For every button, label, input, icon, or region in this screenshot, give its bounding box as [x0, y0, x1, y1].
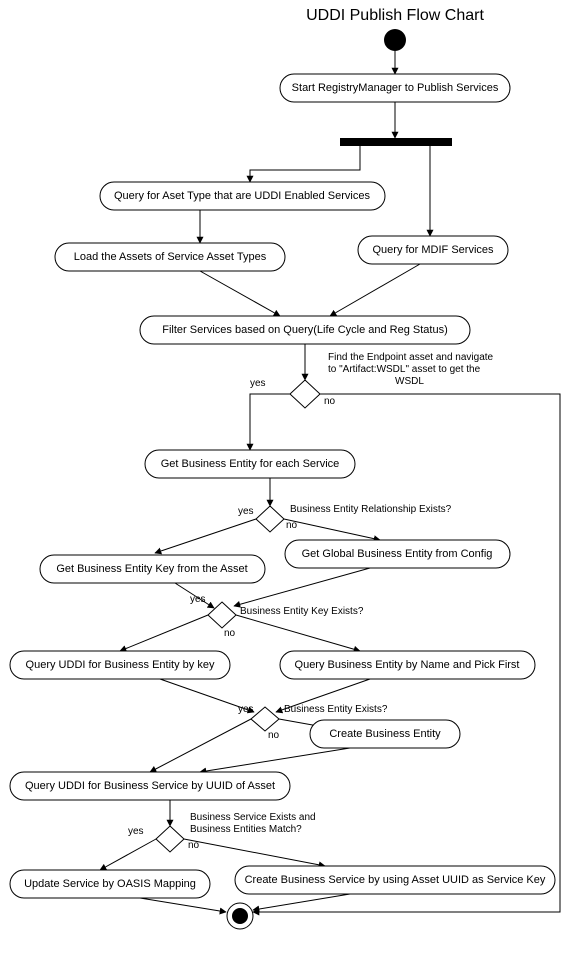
node-label: Query for MDIF Services	[372, 244, 494, 256]
decision-yes-label: yes	[238, 506, 254, 517]
node-label: Query Business Entity by Name and Pick F…	[295, 659, 520, 671]
node-update-service: Update Service by OASIS Mapping	[10, 870, 210, 898]
node-label: Query for Aset Type that are UDDI Enable…	[114, 190, 370, 202]
decision-yes-label: yes	[250, 378, 266, 389]
end-node	[227, 903, 253, 929]
node-label: Get Global Business Entity from Config	[302, 548, 493, 560]
edge	[236, 615, 360, 651]
decision-annotation: Find the Endpoint asset and navigate	[328, 352, 494, 363]
node-query-asset-type: Query for Aset Type that are UDDI Enable…	[100, 182, 385, 210]
node-label: Get Business Entity Key from the Asset	[56, 563, 247, 575]
decision-be-relationship	[256, 506, 284, 532]
node-query-be-by-key: Query UDDI for Business Entity by key	[10, 651, 230, 679]
node-create-business-service: Create Business Service by using Asset U…	[235, 866, 555, 894]
decision-be-key-exists	[208, 602, 236, 628]
decision-annotation: to "Artifact:WSDL" asset to get the	[328, 364, 481, 375]
decision-annotation: WSDL	[395, 376, 424, 387]
node-label: Query UDDI for Business Service by UUID …	[25, 780, 275, 792]
node-label: Update Service by OASIS Mapping	[24, 878, 196, 890]
edge	[250, 146, 360, 182]
decision-annotation: Business Entity Relationship Exists?	[290, 504, 452, 515]
node-label: Filter Services based on Query(Life Cycl…	[162, 324, 448, 336]
node-get-business-entity: Get Business Entity for each Service	[145, 450, 355, 478]
node-start-registry: Start RegistryManager to Publish Service…	[280, 74, 510, 102]
decision-bs-exists	[156, 826, 184, 852]
node-filter-services: Filter Services based on Query(Life Cycl…	[140, 316, 470, 344]
node-label: Create Business Entity	[329, 728, 441, 740]
decision-be-exists	[251, 707, 279, 731]
decision-yes-label: yes	[190, 594, 206, 605]
node-query-be-by-name: Query Business Entity by Name and Pick F…	[280, 651, 535, 679]
edge	[140, 898, 226, 912]
decision-no-label: no	[268, 730, 280, 741]
decision-annotation: Business Entities Match?	[190, 824, 302, 835]
edge	[120, 615, 208, 651]
node-get-global-be: Get Global Business Entity from Config	[285, 540, 510, 568]
edge	[330, 264, 420, 316]
decision-endpoint-asset	[290, 380, 320, 408]
decision-yes-label: yes	[128, 826, 144, 837]
edge	[200, 271, 280, 316]
edge	[184, 839, 325, 866]
node-load-assets: Load the Assets of Service Asset Types	[55, 243, 285, 271]
edge	[155, 519, 256, 553]
edge	[253, 894, 350, 910]
edge	[284, 519, 380, 540]
node-label: Create Business Service by using Asset U…	[245, 874, 546, 886]
chart-title: UDDI Publish Flow Chart	[306, 7, 484, 24]
edge	[200, 748, 350, 772]
decision-annotation: Business Service Exists and	[190, 812, 316, 823]
edge	[100, 839, 156, 870]
node-query-mdif: Query for MDIF Services	[358, 236, 508, 264]
edge	[250, 394, 290, 450]
node-label: Get Business Entity for each Service	[161, 458, 340, 470]
edge	[150, 719, 251, 772]
fork-bar	[340, 138, 452, 146]
decision-annotation: Business Entity Exists?	[284, 704, 388, 715]
node-label: Query UDDI for Business Entity by key	[26, 659, 215, 671]
node-query-bs-by-uuid: Query UDDI for Business Service by UUID …	[10, 772, 290, 800]
start-node	[384, 29, 406, 51]
node-create-be: Create Business Entity	[310, 720, 460, 748]
node-label: Load the Assets of Service Asset Types	[74, 251, 267, 263]
node-get-be-key: Get Business Entity Key from the Asset	[40, 555, 265, 583]
decision-yes-label: yes	[238, 704, 254, 715]
decision-no-label: no	[324, 396, 336, 407]
decision-no-label: no	[224, 628, 236, 639]
decision-annotation: Business Entity Key Exists?	[240, 606, 364, 617]
node-label: Start RegistryManager to Publish Service…	[292, 82, 499, 94]
